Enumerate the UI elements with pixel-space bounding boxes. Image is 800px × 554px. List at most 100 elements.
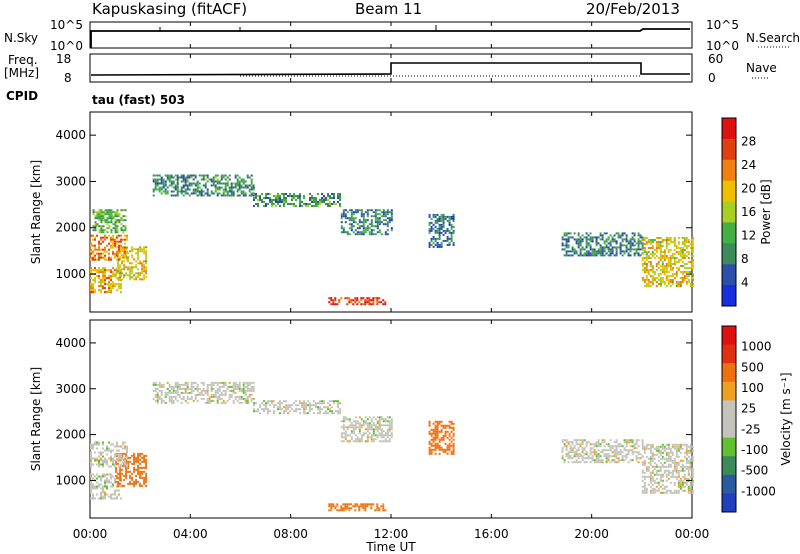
data-cell	[129, 270, 132, 273]
data-cell	[162, 186, 165, 189]
data-cell	[677, 463, 680, 466]
data-cell	[687, 449, 690, 452]
data-cell	[334, 299, 337, 302]
data-cell	[133, 484, 136, 487]
data-cell	[589, 451, 592, 454]
data-cell	[669, 267, 672, 269]
data-cell	[641, 463, 644, 466]
data-cell	[281, 408, 283, 411]
data-cell	[323, 402, 325, 405]
data-cell	[137, 472, 140, 475]
data-cell	[218, 192, 221, 195]
data-cell	[663, 253, 666, 255]
data-cell	[651, 479, 654, 482]
data-cell	[677, 259, 680, 261]
data-cell	[651, 455, 654, 458]
data-cell	[232, 391, 235, 394]
data-cell	[348, 297, 351, 300]
data-cell	[675, 455, 678, 458]
data-cell	[446, 448, 449, 451]
data-cell	[663, 461, 666, 464]
data-cell	[319, 400, 321, 403]
data-cell	[106, 219, 109, 222]
data-cell	[653, 277, 656, 279]
data-cell	[581, 443, 584, 446]
data-cell	[210, 192, 213, 195]
data-cell	[129, 470, 132, 473]
data-cell	[118, 221, 121, 224]
data-cell	[685, 255, 688, 257]
data-cell	[390, 434, 393, 437]
data-cell	[450, 237, 453, 240]
data-cell	[663, 449, 666, 452]
data-cell	[98, 248, 100, 251]
data-cell	[210, 178, 213, 181]
data-cell	[106, 217, 109, 220]
data-cell	[651, 443, 654, 446]
data-cell	[681, 481, 684, 484]
data-cell	[645, 491, 648, 494]
data-cell	[145, 268, 148, 271]
nsky-tick-bottom: 10^0	[50, 39, 83, 53]
data-cell	[337, 402, 339, 405]
data-cell	[603, 254, 606, 257]
data-cell	[90, 451, 92, 454]
data-cell	[639, 453, 642, 456]
data-cell	[112, 287, 114, 290]
data-cell	[661, 269, 664, 271]
data-cell	[112, 242, 114, 245]
data-cell	[114, 493, 116, 496]
data-cell	[127, 258, 130, 261]
data-cell	[244, 401, 247, 404]
data-cell	[645, 275, 648, 277]
data-cell	[172, 389, 175, 392]
data-cell	[224, 401, 227, 404]
data-cell	[253, 205, 255, 207]
data-cell	[667, 455, 670, 458]
data-cell	[94, 289, 96, 292]
data-cell	[450, 227, 453, 230]
data-cell	[621, 234, 624, 237]
data-cell	[370, 424, 373, 427]
data-cell	[139, 278, 142, 281]
data-cell	[589, 232, 592, 235]
data-cell	[669, 475, 672, 478]
data-cell	[434, 231, 437, 234]
data-cell	[94, 211, 97, 214]
data-cell	[340, 221, 343, 224]
data-cell	[232, 387, 235, 390]
data-cell	[110, 238, 112, 241]
data-cell	[583, 254, 586, 257]
data-cell	[108, 258, 110, 261]
data-cell	[135, 478, 138, 481]
freq-tick-bottom: 8	[64, 71, 72, 85]
data-cell	[362, 420, 365, 423]
data-cell	[374, 217, 377, 220]
data-cell	[139, 466, 142, 469]
data-cell	[329, 197, 331, 199]
data-cell	[438, 448, 441, 451]
data-cell	[104, 291, 106, 294]
data-cell	[615, 441, 618, 444]
data-cell	[137, 276, 140, 279]
data-cell	[98, 285, 100, 288]
data-cell	[386, 424, 389, 427]
data-cell	[108, 281, 110, 284]
data-cell	[170, 387, 173, 390]
data-cell	[667, 477, 670, 480]
data-cell	[372, 225, 375, 228]
data-cell	[238, 182, 241, 185]
data-cell	[384, 432, 387, 435]
data-cell	[160, 186, 163, 189]
data-cell	[615, 254, 618, 257]
data-cell	[440, 215, 443, 218]
data-cell	[669, 451, 672, 454]
data-cell	[635, 242, 638, 245]
data-cell	[641, 277, 644, 279]
data-cell	[315, 205, 317, 207]
data-cell	[673, 253, 676, 255]
data-cell	[685, 251, 688, 253]
data-cell	[212, 182, 215, 185]
data-cell	[593, 451, 596, 454]
data-cell	[677, 443, 680, 446]
